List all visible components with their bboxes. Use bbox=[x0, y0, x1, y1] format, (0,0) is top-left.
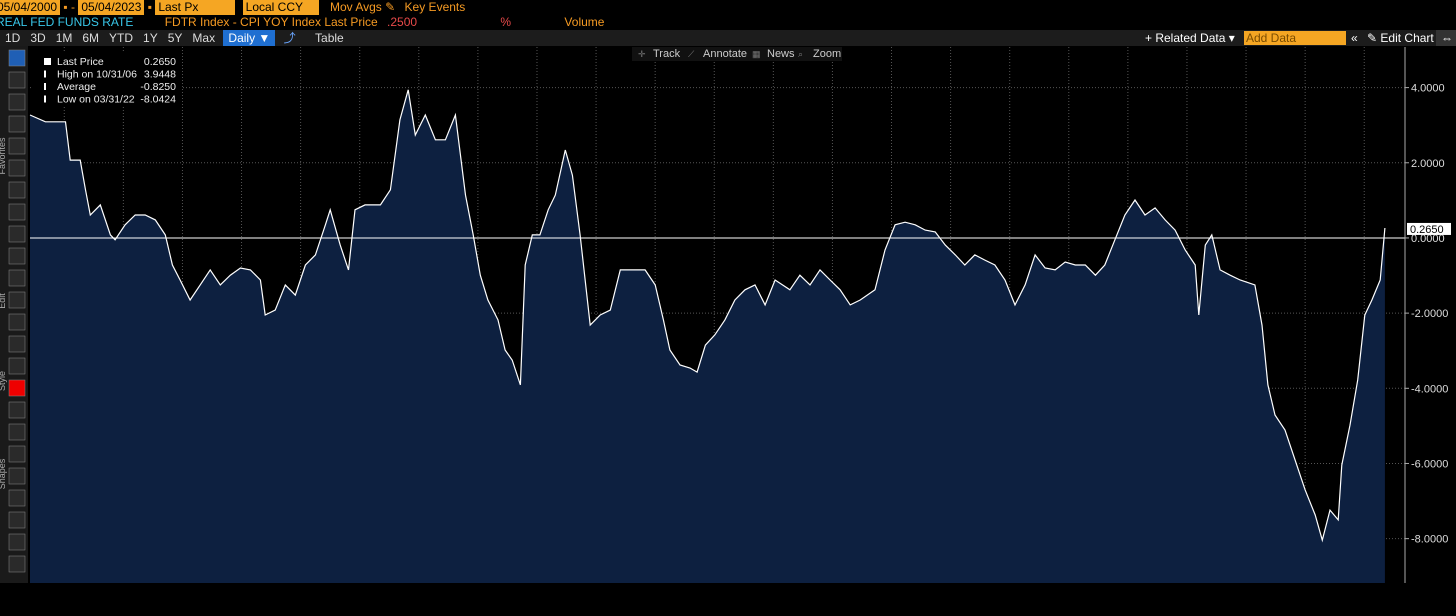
y-tick-label: 0.0000 bbox=[1411, 233, 1445, 245]
last-price-tag bbox=[1407, 222, 1451, 235]
chart-tool[interactable]: Annotate bbox=[703, 48, 747, 60]
tool-icon[interactable] bbox=[8, 159, 26, 177]
legend-key bbox=[44, 95, 46, 103]
last-price-label: 0.2650 bbox=[1410, 224, 1444, 236]
chart-tool[interactable]: News bbox=[767, 48, 795, 60]
line bbox=[29, 89, 1386, 543]
tool-icon[interactable] bbox=[8, 71, 26, 89]
tool-icon[interactable] bbox=[8, 203, 26, 221]
tool-icon[interactable] bbox=[8, 401, 26, 419]
field[interactable]: Last Px bbox=[155, 0, 236, 15]
tool-icon[interactable] bbox=[8, 555, 26, 573]
legend-key bbox=[44, 83, 46, 90]
add-data[interactable]: Add Data bbox=[1244, 31, 1346, 45]
end-date[interactable]: 05/04/2023 bbox=[78, 0, 145, 15]
tool-icon[interactable] bbox=[8, 467, 26, 485]
tool-icon[interactable] bbox=[8, 247, 26, 265]
legend-value: 3.9448 bbox=[144, 69, 176, 81]
sidebar-label: Shapes bbox=[0, 458, 7, 489]
period-button[interactable]: 1D bbox=[5, 31, 21, 45]
legend-label: Low on 03/31/22 bbox=[57, 94, 135, 106]
period-button[interactable]: Max bbox=[192, 31, 216, 45]
header: REAL FED FUNDS RATE FDTR Index - CPI YOY… bbox=[0, 15, 604, 30]
related-data[interactable]: + Related Data ▾ bbox=[1145, 31, 1235, 45]
period-button[interactable]: 1M bbox=[55, 31, 73, 45]
tool-icon[interactable] bbox=[8, 115, 26, 133]
title: REAL FED FUNDS RATE bbox=[0, 15, 134, 29]
currency[interactable]: Local CCY bbox=[242, 0, 319, 15]
tool-icon[interactable] bbox=[8, 423, 26, 441]
tool-icon[interactable] bbox=[8, 291, 26, 309]
legend-label: High on 10/31/06 bbox=[57, 69, 137, 81]
sidebar-label: Favorites bbox=[0, 137, 7, 175]
sidebar-label: Style bbox=[0, 371, 7, 391]
tool-icon-glyph: ▦ bbox=[752, 49, 761, 59]
legend-label: Average bbox=[57, 81, 96, 93]
tool-icon[interactable] bbox=[8, 335, 26, 353]
edit-chart[interactable]: ✎ Edit Chart bbox=[1367, 31, 1434, 45]
table[interactable]: Table bbox=[315, 31, 344, 45]
tool-icon-glyph: ⟋ bbox=[688, 49, 695, 59]
legend-value: -8.0424 bbox=[140, 94, 176, 106]
y-tick-label: -4.0000 bbox=[1411, 383, 1448, 395]
y-tick-label: -2.0000 bbox=[1411, 308, 1448, 320]
period-button[interactable]: 3D bbox=[30, 31, 46, 45]
legend-key bbox=[44, 70, 46, 78]
tool-icon[interactable] bbox=[8, 357, 26, 375]
key-events[interactable]: Key Events bbox=[404, 0, 466, 14]
start-date[interactable]: 05/04/2000 bbox=[0, 0, 61, 15]
edit-chart-label: Edit Chart bbox=[1380, 31, 1434, 45]
tool-icon[interactable] bbox=[8, 181, 26, 199]
period-button[interactable]: YTD bbox=[109, 31, 134, 45]
y-tick-label: 4.0000 bbox=[1411, 83, 1445, 95]
frequency[interactable]: Daily ▼ bbox=[223, 30, 276, 46]
tool-icon[interactable] bbox=[8, 313, 26, 331]
period-button[interactable]: 6M bbox=[82, 31, 100, 45]
period-bar: 1D 3D 1M 6M YTD 1Y 5Y Max Daily ▼ ⤴ Table + Rel… bbox=[0, 30, 1456, 46]
chart: Favorites Edit Style Shapes 4.0000 2.0000 0.00… bbox=[0, 46, 1456, 616]
tool-icon[interactable] bbox=[8, 137, 26, 155]
tool-icon-glyph: ✛ bbox=[638, 49, 646, 59]
security: FDTR Index - CPI YOY Index Last Price bbox=[164, 15, 378, 29]
tool-icon[interactable] bbox=[8, 511, 26, 529]
area bbox=[30, 89, 1385, 584]
period-button[interactable]: 5Y bbox=[167, 31, 183, 45]
mov-avgs[interactable]: Mov Avgs bbox=[330, 0, 382, 14]
tool-icon[interactable] bbox=[8, 225, 26, 243]
unit: % bbox=[500, 15, 512, 29]
tool-icon[interactable] bbox=[8, 379, 26, 397]
y-tick-label: -8.0000 bbox=[1411, 534, 1448, 546]
tool-icon[interactable] bbox=[8, 445, 26, 463]
top-bar: 05/04/2000 ▪ - 05/04/2023 ▪ Last Px Loca… bbox=[0, 0, 465, 15]
legend-value: -0.8250 bbox=[140, 81, 176, 93]
last: .2500 bbox=[387, 15, 418, 29]
legend-bg bbox=[32, 52, 182, 106]
period-button[interactable]: 1Y bbox=[143, 31, 158, 45]
tools-bg bbox=[632, 47, 842, 61]
chart-tool[interactable]: Track bbox=[653, 48, 681, 60]
volume: Volume bbox=[564, 15, 605, 29]
tool-icon[interactable] bbox=[8, 533, 26, 551]
chart-tool[interactable]: Zoom bbox=[813, 48, 841, 60]
axis-bg bbox=[0, 583, 1456, 616]
legend-key bbox=[44, 58, 51, 65]
tool-icon[interactable] bbox=[8, 49, 26, 67]
tool-icon-glyph: ⌕ bbox=[798, 49, 803, 59]
tool-icon[interactable] bbox=[8, 269, 26, 287]
legend-label: Last Price bbox=[57, 56, 104, 68]
y-tick-label: -6.0000 bbox=[1411, 458, 1448, 470]
tool-icon[interactable] bbox=[8, 93, 26, 111]
legend-value: 0.2650 bbox=[144, 56, 176, 68]
tool-icon[interactable] bbox=[8, 489, 26, 507]
y-tick-label: 2.0000 bbox=[1411, 158, 1445, 170]
sidebar-label: Edit bbox=[0, 293, 7, 309]
